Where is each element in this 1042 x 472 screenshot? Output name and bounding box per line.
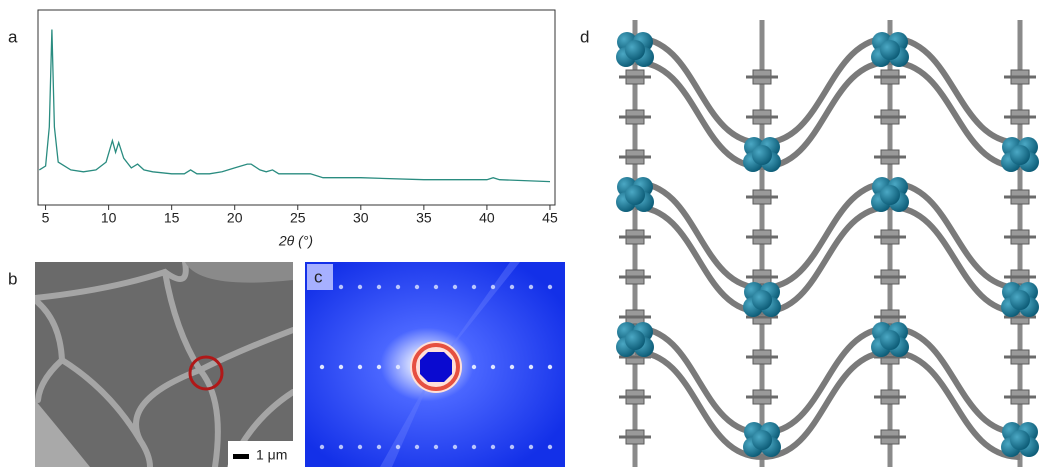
diffraction-spot — [319, 364, 325, 370]
linker-wave — [634, 59, 763, 170]
diffraction-spot — [471, 444, 477, 450]
x-tick-label: 5 — [42, 210, 50, 226]
linker-wave — [761, 35, 891, 146]
diffraction-spot — [452, 284, 458, 290]
diffraction-spot — [490, 364, 496, 370]
diffraction-spot — [338, 364, 344, 370]
linker-wave — [889, 180, 1021, 291]
diffraction-spot — [547, 364, 553, 370]
metal-cluster — [880, 185, 900, 205]
sem-image — [35, 262, 293, 467]
linker-wave — [761, 59, 891, 170]
diffraction-spot — [433, 444, 439, 450]
diffraction-spot — [357, 444, 363, 450]
linker-wave — [634, 35, 763, 146]
linker-wave — [889, 59, 1021, 170]
metal-cluster — [1010, 430, 1030, 450]
diffraction-spot — [471, 284, 477, 290]
crystal-structure — [605, 20, 1042, 467]
diffraction-spot — [490, 284, 496, 290]
x-tick-label: 25 — [290, 210, 306, 226]
x-tick-label: 40 — [479, 210, 495, 226]
data-line — [38, 29, 551, 183]
metal-cluster — [625, 40, 645, 60]
diffraction-spot — [395, 444, 401, 450]
x-axis-label: 2θ (°) — [278, 233, 313, 249]
metal-cluster — [1010, 145, 1030, 165]
diffraction-spot — [528, 364, 534, 370]
panel-label: c — [314, 267, 323, 286]
metal-cluster — [880, 40, 900, 60]
x-tick-label: 35 — [416, 210, 432, 226]
diffraction-spot — [528, 444, 534, 450]
diffraction-spot — [509, 284, 515, 290]
linker-wave — [761, 325, 891, 436]
metal-cluster — [1010, 290, 1030, 310]
diffraction-spot — [414, 284, 420, 290]
linker-wave — [889, 35, 1021, 146]
diffraction-image — [305, 262, 565, 467]
diffraction-spot — [509, 444, 515, 450]
linker-wave — [889, 349, 1021, 460]
diffraction-spot — [414, 444, 420, 450]
diffraction-spot — [547, 284, 553, 290]
diffraction-spot — [509, 364, 515, 370]
diffraction-spot — [357, 364, 363, 370]
highlight-circle — [188, 355, 224, 391]
metal-cluster — [625, 330, 645, 350]
linker-wave — [889, 325, 1021, 436]
x-tick-label: 45 — [542, 210, 558, 226]
metal-cluster — [880, 330, 900, 350]
diffraction-spot — [490, 444, 496, 450]
diffraction-spot — [395, 284, 401, 290]
diffraction-spot — [376, 444, 382, 450]
diffraction-spot — [547, 444, 553, 450]
x-tick-label: 20 — [227, 210, 243, 226]
linker-wave — [761, 180, 891, 291]
panel-label: b — [8, 269, 17, 288]
diffraction-spot — [452, 444, 458, 450]
plot-frame — [37, 9, 556, 206]
metal-cluster — [752, 290, 772, 310]
linker-wave — [761, 204, 891, 315]
diffraction-spot — [338, 284, 344, 290]
diffraction-spot — [395, 364, 401, 370]
diffraction-spot — [376, 284, 382, 290]
linker-wave — [634, 349, 763, 460]
linker-wave — [634, 325, 763, 436]
diffraction-spot — [471, 364, 477, 370]
metal-cluster — [752, 430, 772, 450]
label-box — [307, 264, 333, 290]
diffraction-spot — [376, 364, 382, 370]
panel-label: d — [580, 27, 589, 46]
diffraction-spot — [319, 444, 325, 450]
diffraction-spot — [338, 444, 344, 450]
scale-bar — [233, 454, 249, 459]
diffraction-spot — [433, 284, 439, 290]
scale-bar-label: 1 μm — [256, 447, 287, 463]
diffraction-spot — [357, 284, 363, 290]
diffraction-spot — [528, 284, 534, 290]
linker-wave — [889, 204, 1021, 315]
panel-label: a — [8, 27, 18, 46]
x-tick-label: 10 — [101, 210, 117, 226]
linker-wave — [761, 349, 891, 460]
metal-cluster — [625, 185, 645, 205]
linker-wave — [634, 180, 763, 291]
metal-cluster — [752, 145, 772, 165]
x-tick-label: 15 — [164, 210, 180, 226]
x-tick-label: 30 — [353, 210, 369, 226]
linker-wave — [634, 204, 763, 315]
